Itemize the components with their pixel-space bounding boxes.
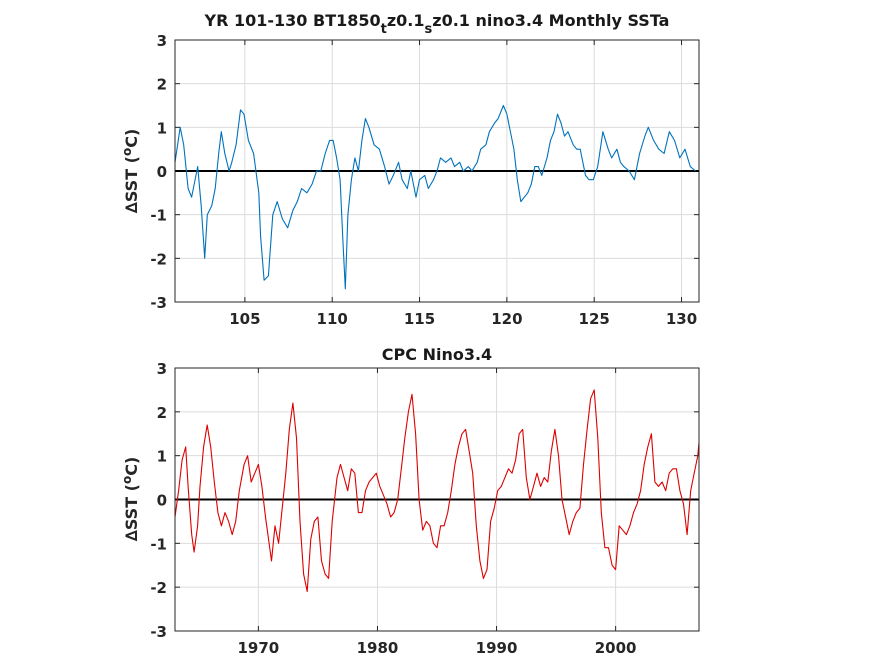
y-tick-label: -1 [150, 535, 167, 553]
ylabel-part: C) [122, 129, 141, 148]
y-tick-label: 0 [157, 492, 167, 510]
y-tick-label: -2 [150, 250, 167, 268]
x-tick-label: 120 [491, 310, 522, 328]
y-tick-label: -2 [150, 579, 167, 597]
x-tick-label: 110 [317, 310, 348, 328]
y-tick-label: 3 [157, 360, 167, 378]
series-line [174, 389, 700, 593]
x-tick-label: 125 [579, 310, 610, 328]
x-tick-labels: 1970 1980 1990 2000 [237, 639, 636, 656]
y-tick-label: -1 [150, 207, 167, 225]
title-subscript: s [425, 22, 433, 37]
x-tick-label: 130 [666, 310, 697, 328]
y-tick-label: 2 [157, 76, 167, 94]
y-tick-label: 3 [157, 32, 167, 50]
title-subscript: t [381, 22, 387, 37]
ylabel-part: C) [122, 457, 141, 476]
y-tick-label: 0 [157, 163, 167, 181]
axes-border [174, 367, 700, 632]
axes-border [174, 39, 700, 303]
x-tick-label: 1990 [476, 639, 518, 656]
ylabel-degree: o [120, 148, 134, 156]
y-tick-labels: -3 -2 -1 0 1 2 3 [150, 360, 167, 641]
x-tick-label: 2000 [595, 639, 637, 656]
cpc-nino34-panel: CPC Nino3.4 1970 1980 1990 2000 -3 -2 -1 0 1 2 3 … [120, 345, 700, 656]
y-tick-label: 2 [157, 404, 167, 422]
y-axis-label: ∆SST (oC) [120, 457, 141, 542]
x-tick-label: 105 [229, 310, 260, 328]
ylabel-part: ∆SST ( [122, 156, 141, 213]
y-tick-label: -3 [150, 294, 167, 312]
x-tick-labels: 105 110 115 120 125 130 [229, 310, 697, 328]
y-tick-label: 1 [157, 448, 167, 466]
y-axis-label: ∆SST (oC) [120, 129, 141, 214]
y-tick-label: -3 [150, 623, 167, 641]
panel-title: CPC Nino3.4 [382, 345, 492, 364]
x-tick-label: 1980 [357, 639, 399, 656]
title-part: z0.1 [387, 11, 425, 30]
panel-title: YR 101-130 BT1850tz0.1sz0.1 nino3.4 Mont… [204, 11, 670, 37]
plot-area: 105 110 115 120 125 130 -3 -2 -1 0 1 2 3 ∆SST (oC) [120, 32, 700, 328]
ylabel-part: ∆SST ( [122, 484, 141, 541]
title-part: YR 101-130 BT1850 [204, 11, 381, 30]
series-line [174, 104, 696, 290]
y-tick-label: 1 [157, 119, 167, 137]
x-tick-label: 1970 [237, 639, 279, 656]
x-tick-label: 115 [404, 310, 435, 328]
model-sst-anomaly-panel: YR 101-130 BT1850tz0.1sz0.1 nino3.4 Mont… [120, 11, 700, 328]
ylabel-degree: o [120, 476, 134, 484]
title-part: z0.1 nino3.4 Monthly SSTa [432, 11, 669, 30]
y-tick-labels: -3 -2 -1 0 1 2 3 [150, 32, 167, 312]
plot-area: 1970 1980 1990 2000 -3 -2 -1 0 1 2 3 ∆SST (oC) [120, 360, 700, 656]
